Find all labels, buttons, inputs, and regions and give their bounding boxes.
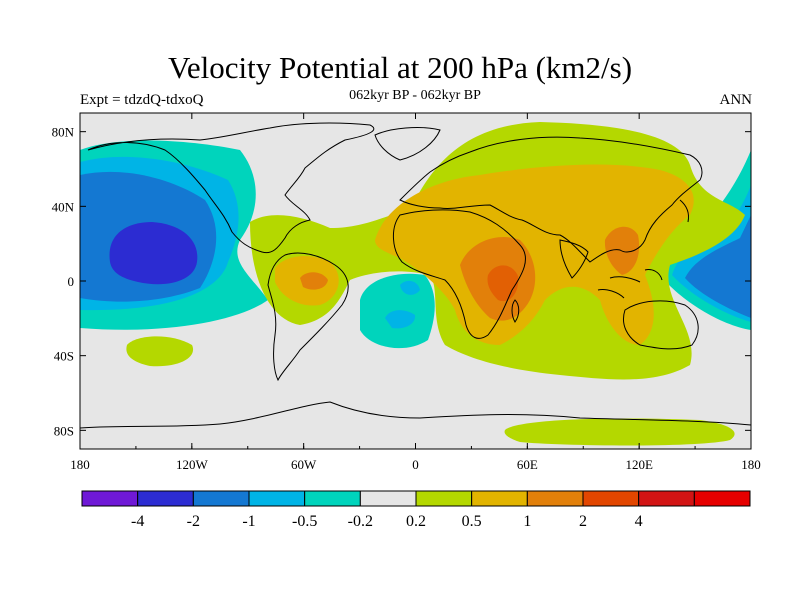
contour-neg-0.5-satl2 bbox=[400, 280, 420, 295]
colorbar-swatch bbox=[359, 490, 417, 507]
lon-tick-label: 180 bbox=[741, 457, 761, 472]
colorbar-label: -0.2 bbox=[348, 513, 373, 530]
plot-title: Velocity Potential at 200 hPa (km2/s) bbox=[167, 50, 633, 85]
contour-neg-0.5-satl bbox=[385, 310, 416, 329]
coast-madagascar bbox=[511, 299, 520, 323]
season-label: ANN bbox=[719, 92, 753, 108]
contour-pos-0.2-antarctic bbox=[504, 418, 735, 446]
coast-north-america bbox=[87, 122, 375, 254]
coast-australia bbox=[623, 300, 699, 350]
lat-tick-label: 40S bbox=[54, 349, 74, 364]
lon-tick-label: 0 bbox=[412, 457, 419, 472]
contour-neg-1-westpac bbox=[685, 215, 751, 318]
lat-tick-label: 80N bbox=[52, 125, 75, 140]
lon-tick-label: 120W bbox=[176, 457, 209, 472]
coast-antarctica bbox=[80, 401, 751, 429]
colorbar-label: -4 bbox=[131, 513, 144, 530]
colorbar-swatch bbox=[304, 490, 361, 507]
lon-tick-label: 180 bbox=[70, 457, 90, 472]
coast-japan bbox=[679, 199, 689, 223]
coast-indonesia bbox=[597, 269, 663, 299]
lon-tick-label: 120E bbox=[625, 457, 653, 472]
experiment-label: Expt = tdzdQ-tdxoQ bbox=[80, 92, 204, 108]
coast-south-america bbox=[267, 252, 349, 382]
contour-pos-0.5-eurasia bbox=[375, 164, 694, 345]
colorbar-label: 0.2 bbox=[406, 513, 426, 530]
coastlines bbox=[80, 122, 751, 429]
colorbar-swatch bbox=[526, 490, 584, 507]
colorbar-swatch bbox=[582, 490, 640, 507]
colorbar-label: -1 bbox=[242, 513, 255, 530]
coast-greenland bbox=[374, 127, 441, 161]
coast-eurasia bbox=[399, 136, 703, 263]
colorbar-label: 0.5 bbox=[462, 513, 482, 530]
contour-neg-2-pacific bbox=[109, 222, 198, 285]
contour-fill bbox=[80, 122, 751, 446]
colorbar-swatch bbox=[192, 490, 250, 507]
colorbar-swatch bbox=[81, 490, 139, 507]
coast-africa bbox=[393, 209, 526, 339]
coast-india bbox=[559, 239, 589, 279]
axis-ticks: 180 120W 60W 0 60E 120E 180 80N 40N 0 40S 80S bbox=[52, 113, 761, 472]
colorbar-swatch bbox=[471, 490, 528, 507]
lat-tick-label: 80S bbox=[54, 423, 74, 438]
lon-tick-label: 60W bbox=[291, 457, 317, 472]
plot-subtitle: 062kyr BP - 062kyr BP bbox=[349, 88, 481, 103]
lat-tick-label: 0 bbox=[68, 274, 75, 289]
colorbar-label: -0.5 bbox=[292, 513, 317, 530]
map-panel: 180 120W 60W 0 60E 120E 180 80N 40N 0 40S 80S bbox=[52, 112, 761, 472]
contour-pos-0.2-spacific bbox=[126, 336, 194, 367]
colorbar-swatch bbox=[137, 490, 194, 507]
colorbar-swatch bbox=[248, 490, 306, 507]
contour-pos-1-samerica bbox=[300, 272, 328, 290]
colorbar-label: -2 bbox=[187, 513, 200, 530]
colorbar-swatch bbox=[638, 490, 695, 507]
colorbar: -4 -2 -1 -0.5 -0.2 0.2 0.5 1 2 4 bbox=[81, 490, 751, 530]
colorbar-swatch bbox=[693, 490, 751, 507]
colorbar-swatch bbox=[415, 490, 473, 507]
colorbar-label: 2 bbox=[579, 513, 587, 530]
colorbar-label: 1 bbox=[523, 513, 531, 530]
lon-tick-label: 60E bbox=[517, 457, 538, 472]
lat-tick-label: 40N bbox=[52, 199, 75, 214]
colorbar-label: 4 bbox=[635, 513, 643, 530]
